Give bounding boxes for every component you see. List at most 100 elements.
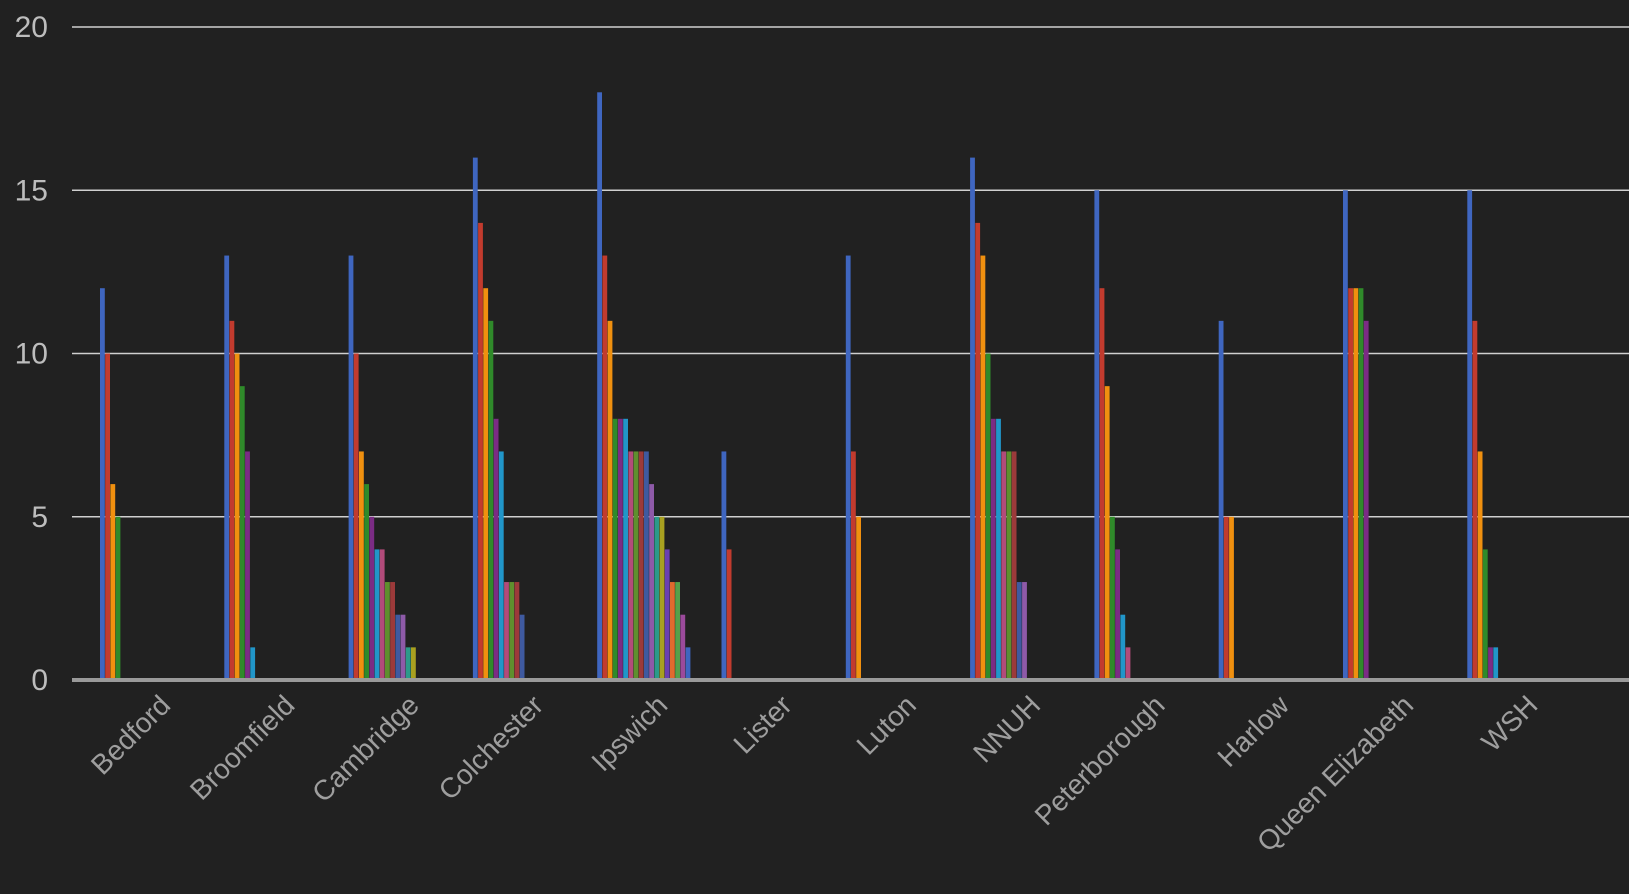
bar [110,484,116,680]
bar [224,255,230,681]
bar [607,320,613,680]
bar [680,614,686,680]
bar [1343,190,1348,680]
bar [395,614,401,680]
bar [359,451,364,680]
x-tick-label: WSH [1475,689,1543,757]
bar [649,484,654,680]
bar [250,647,256,680]
bar [1016,582,1022,680]
bar [1472,320,1478,680]
bar [675,582,680,680]
bar [115,516,121,680]
bar [654,516,660,680]
y-tick-label: 20 [15,11,48,44]
bar [618,418,623,680]
bar [1006,451,1012,680]
bar [1488,647,1493,680]
bar [1115,549,1120,680]
bar [488,320,494,680]
bar [353,353,359,680]
bar [1482,549,1488,680]
bar [664,549,670,680]
bar [509,582,515,680]
bar [1493,647,1499,680]
bar [721,451,727,680]
bar [504,582,509,680]
bar [234,353,240,680]
bar [100,288,105,680]
x-tick-label: Bedford [85,689,176,780]
bar [975,222,981,680]
bar [1001,451,1007,680]
bar [1120,614,1126,680]
bar [670,582,675,680]
x-tick-label: Peterborough [1029,689,1171,831]
bar [1011,451,1017,680]
bar [374,549,380,680]
bar [1353,288,1359,680]
x-tick-label: Luton [851,689,922,760]
bar [970,157,975,681]
bar [1125,647,1131,680]
bar [1022,582,1027,680]
bar [229,320,235,680]
bar [597,92,602,681]
bar [633,451,639,680]
bar [498,451,504,680]
bar [1477,451,1483,680]
bar [348,255,354,681]
bar [602,255,608,681]
y-tick-label: 10 [15,338,48,371]
bar [478,222,483,680]
bar [996,418,1001,680]
bar [644,451,649,680]
bar [105,353,110,680]
bar [364,484,369,680]
bar [519,614,525,680]
bar [1099,288,1105,680]
bar [385,582,390,680]
bar [985,353,991,680]
bar [1104,386,1110,680]
bar [400,614,406,680]
bar [980,255,986,681]
bar [856,516,861,680]
bars [100,92,1499,681]
bar [390,582,395,680]
bar [239,386,245,680]
bar [245,451,250,680]
axes: 0 5 10 15 20 Bedford Broomfield Cambridge Colche… [15,11,1629,858]
bar [685,647,691,680]
x-tick-label: Ipswich [585,689,673,777]
bar [851,451,856,680]
bar [1094,190,1100,680]
bar [1467,190,1473,680]
x-tick-label: Cambridge [306,689,425,808]
y-tick-label: 15 [15,174,48,207]
bar [1229,516,1234,680]
bar [659,516,665,680]
x-tick-label: NNUH [967,689,1046,768]
bar [623,418,628,680]
bar [483,288,489,680]
bar [638,451,644,680]
x-tick-label: Harlow [1211,689,1295,773]
bar [369,516,375,680]
x-tick-label: Colchester [433,689,550,806]
bar [726,549,732,680]
bar [845,255,851,681]
bar [1218,320,1224,680]
bar [628,451,634,680]
bar [379,549,385,680]
bar [472,157,478,681]
bar [1348,288,1353,680]
bar [612,418,618,680]
bar [405,647,411,680]
bar [1110,516,1115,680]
bar [1358,288,1364,680]
bar [493,418,499,680]
x-tick-label: Broomfield [184,689,301,806]
